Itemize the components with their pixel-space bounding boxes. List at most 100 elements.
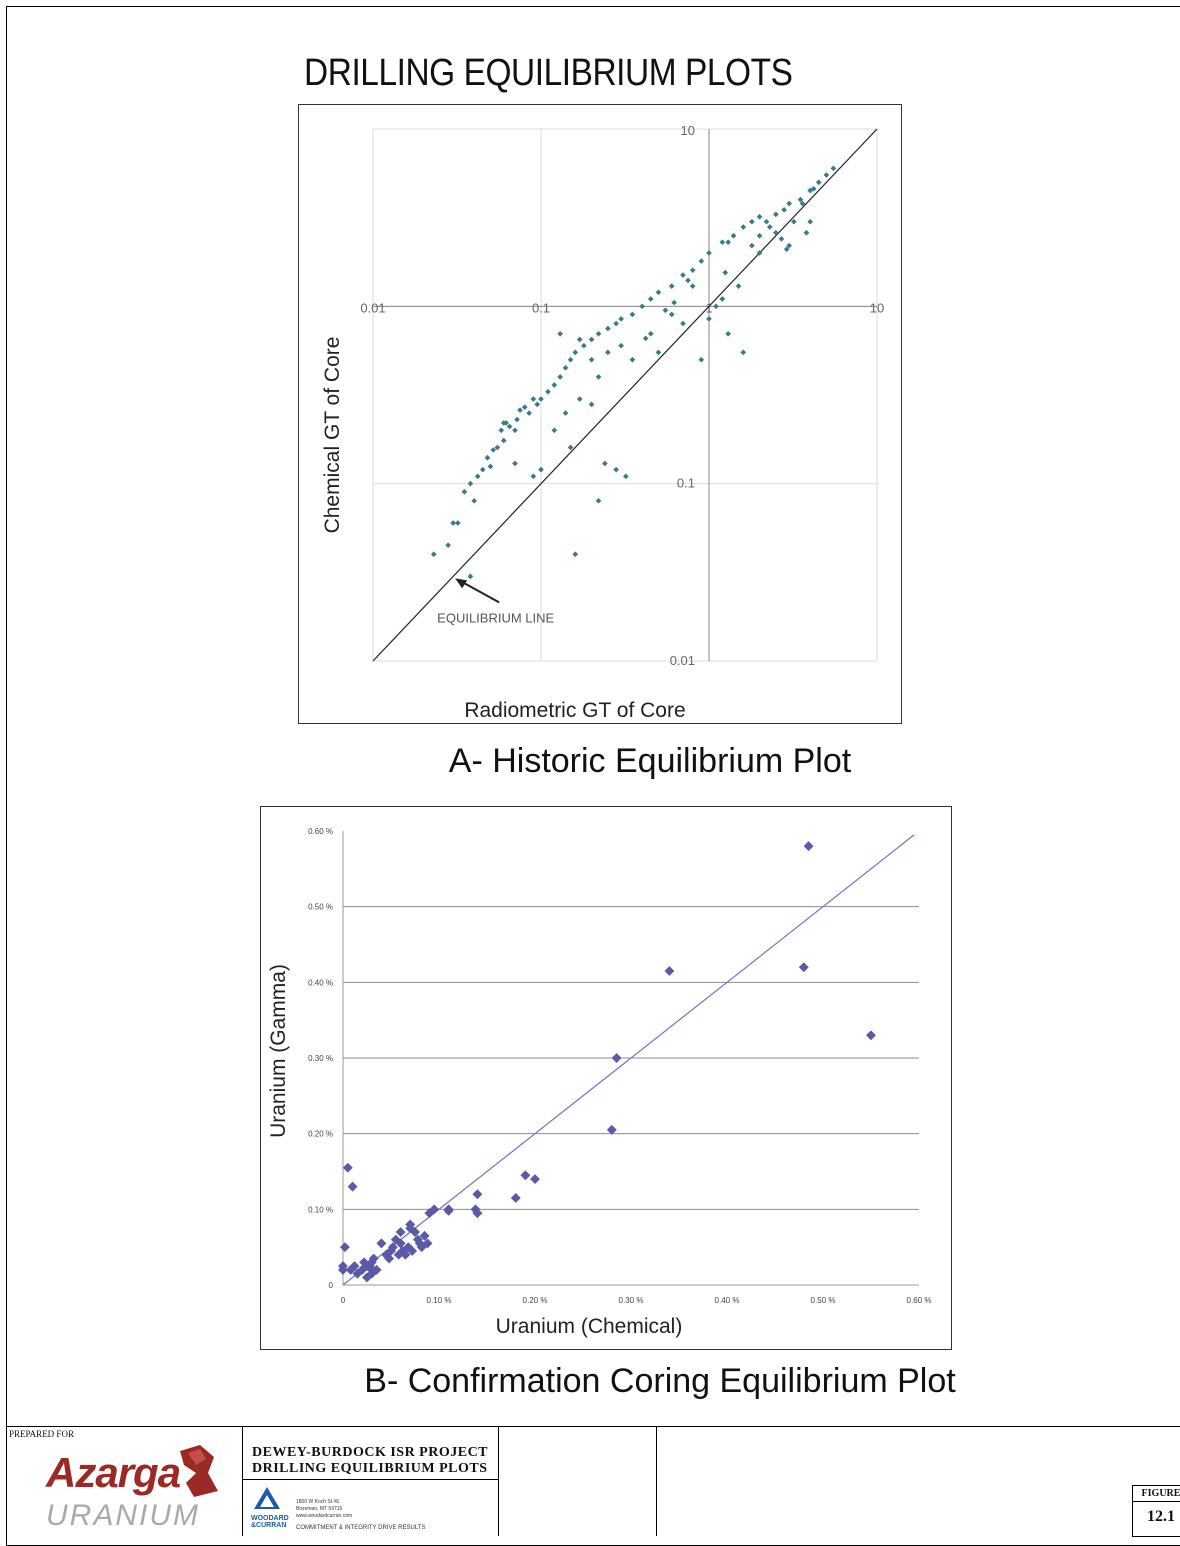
- chart-b-svg: 0 0.10 % 0.20 % 0.30 % 0.40 % 0.50 % 0.60 % 0 0.…: [267, 827, 932, 1338]
- data-point: [798, 962, 809, 973]
- data-point: [668, 283, 675, 289]
- data-point: [613, 466, 619, 473]
- data-point: [823, 172, 830, 178]
- x-tick-label: 0.10 %: [427, 1296, 452, 1305]
- data-point: [422, 1238, 433, 1249]
- x-tick-label: 0.60 %: [907, 1296, 932, 1305]
- data-point: [756, 213, 763, 220]
- data-point: [647, 330, 654, 337]
- consultant-tagline: COMMITMENT & INTEGRITY DRIVE RESULTS: [296, 1525, 426, 1531]
- x-tick-label: 0.50 %: [811, 1296, 836, 1305]
- x-tick-label: 0.1: [532, 300, 550, 315]
- data-point: [629, 311, 636, 318]
- data-point: [514, 416, 520, 423]
- data-point: [526, 410, 532, 416]
- data-point: [429, 1204, 440, 1215]
- data-point: [562, 410, 569, 416]
- x-tick-label: 0.40 %: [715, 1296, 740, 1305]
- prepared-for-label: PREPARED FOR: [9, 1429, 74, 1439]
- data-point: [545, 388, 551, 395]
- data-point: [494, 444, 501, 451]
- y-tick-label: 0.1: [677, 476, 695, 491]
- data-point: [588, 336, 595, 343]
- project-line-2: DRILLING EQUILIBRIUM PLOTS: [252, 1461, 488, 1476]
- x-axis-label: Uranium (Chemical): [496, 1315, 683, 1338]
- data-point: [791, 218, 797, 225]
- data-point: [430, 551, 437, 558]
- data-point: [618, 342, 624, 349]
- data-point: [639, 303, 645, 310]
- data-point: [756, 232, 763, 239]
- data-point: [725, 330, 731, 337]
- chart-b-panel: 0 0.10 % 0.20 % 0.30 % 0.40 % 0.50 % 0.60 % 0 0.…: [260, 806, 952, 1350]
- data-point: [749, 242, 755, 249]
- y-tick-label: 10: [681, 123, 695, 138]
- data-point: [766, 224, 773, 230]
- data-point: [647, 296, 654, 302]
- data-point: [810, 185, 817, 192]
- data-point: [722, 269, 729, 276]
- data-point: [671, 299, 677, 306]
- address-line-3: www.woodardcurran.com: [296, 1513, 353, 1519]
- data-point: [668, 311, 675, 318]
- data-point: [719, 296, 726, 302]
- data-point: [572, 349, 579, 356]
- y-axis-label: Uranium (Gamma): [267, 964, 290, 1138]
- divider: [498, 1427, 499, 1536]
- data-point: [778, 236, 785, 242]
- equilibrium-line: [342, 834, 915, 1286]
- data-point: [450, 520, 456, 526]
- data-point: [567, 356, 574, 363]
- client-logo-mark-icon: [180, 1445, 218, 1497]
- data-point: [706, 250, 712, 256]
- data-point: [472, 1189, 483, 1200]
- data-point: [783, 246, 790, 253]
- data-point: [512, 460, 518, 467]
- data-point: [815, 179, 822, 186]
- data-point: [538, 396, 544, 402]
- data-point: [749, 218, 755, 225]
- data-point: [395, 1227, 406, 1237]
- data-point: [551, 427, 558, 434]
- data-point: [487, 463, 494, 470]
- data-point: [474, 473, 481, 480]
- data-point: [611, 1053, 622, 1063]
- chart-a-svg: 0.01 0.1 1 10 10 0.1 0.01 EQUILIBRIUM LINE Radio…: [321, 123, 884, 722]
- annotation-label: EQUILIBRIUM LINE: [437, 610, 554, 625]
- data-point: [618, 316, 624, 322]
- data-point: [735, 283, 742, 289]
- data-point: [530, 1174, 540, 1185]
- data-point: [662, 307, 669, 314]
- y-tick-label: 0.50 %: [308, 903, 333, 912]
- consultant-name-2: &CURRAN: [251, 1522, 287, 1529]
- x-tick-label: 10: [870, 300, 884, 315]
- data-point: [797, 196, 804, 203]
- divider: [656, 1427, 657, 1536]
- address-line-2: Bozeman, MT 59715: [296, 1506, 343, 1512]
- client-logo-subtitle: URANIUM: [46, 1499, 200, 1532]
- x-tick-label: 0.01: [360, 300, 385, 315]
- y-tick-label: 0.60 %: [308, 827, 333, 836]
- data-point: [576, 396, 583, 402]
- data-point: [725, 239, 731, 246]
- data-point: [572, 551, 579, 558]
- data-point: [490, 447, 497, 453]
- y-tick-label: 0.40 %: [308, 978, 333, 987]
- data-point: [706, 316, 712, 322]
- data-point: [866, 1030, 876, 1041]
- x-tick-label: 0.20 %: [523, 1296, 548, 1305]
- data-point: [655, 289, 662, 296]
- data-point: [685, 277, 691, 284]
- data-point: [517, 407, 523, 413]
- data-point: [461, 488, 468, 495]
- data-point: [510, 1193, 521, 1203]
- divider: [242, 1479, 498, 1480]
- data-point: [605, 349, 611, 356]
- consultant-name: WOODARD &CURRAN: [251, 1515, 289, 1529]
- x-tick-label: 0.30 %: [619, 1296, 644, 1305]
- divider: [242, 1427, 243, 1536]
- data-point: [773, 229, 779, 236]
- data-point: [786, 242, 792, 249]
- address-line-1: 1800 W Koch St #6: [296, 1499, 340, 1505]
- data-point: [623, 473, 629, 480]
